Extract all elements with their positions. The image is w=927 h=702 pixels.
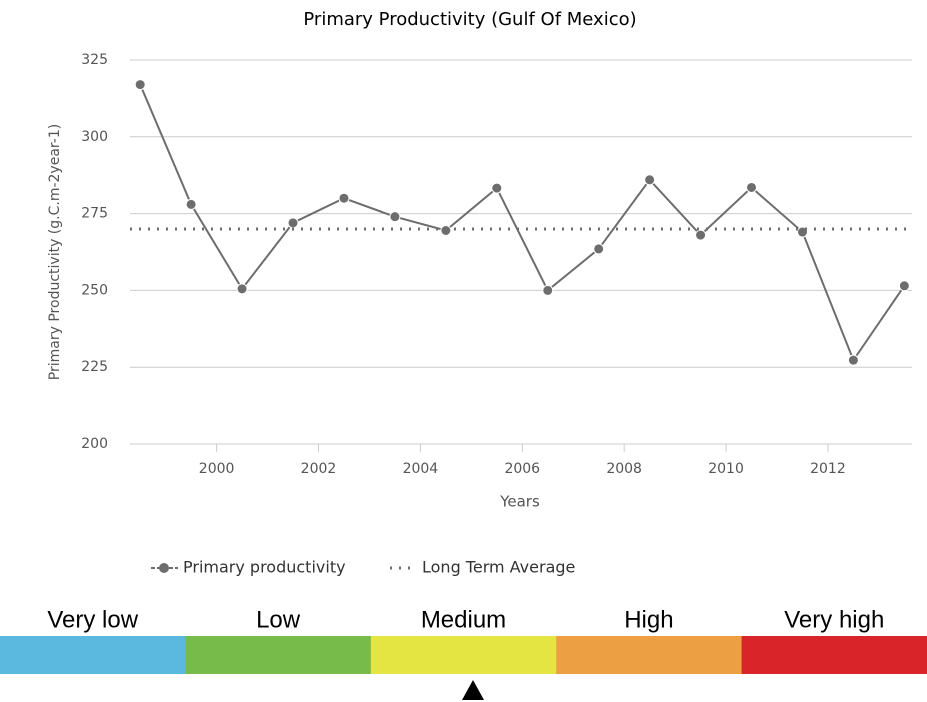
x-axis-label: Years xyxy=(499,493,540,511)
data-point xyxy=(898,280,910,292)
scale-label: Low xyxy=(256,606,301,633)
scale-label: Very high xyxy=(784,606,884,633)
scale-segment xyxy=(741,636,927,674)
x-tick-label: 2002 xyxy=(301,461,337,477)
data-point xyxy=(440,224,452,236)
scale-label: Very low xyxy=(47,606,138,633)
data-point xyxy=(695,229,707,241)
data-point xyxy=(796,226,808,238)
scale-segment xyxy=(556,636,743,674)
scale-segment xyxy=(370,636,557,674)
x-tick-label: 2010 xyxy=(708,461,744,477)
x-tick-label: 2012 xyxy=(810,461,846,477)
scale-label: Medium xyxy=(421,606,506,633)
data-point xyxy=(389,211,401,223)
data-point xyxy=(338,192,350,204)
data-point xyxy=(491,182,503,194)
data-point xyxy=(287,217,299,229)
data-point xyxy=(847,354,859,366)
data-point xyxy=(644,174,656,186)
y-tick-label: 200 xyxy=(81,436,108,452)
data-line xyxy=(139,84,906,363)
legend-label: Long Term Average xyxy=(422,558,575,577)
x-tick-label: 2008 xyxy=(606,461,642,477)
legend-symbol xyxy=(159,563,169,573)
y-tick-label: 250 xyxy=(81,282,108,298)
scale-segment xyxy=(0,636,186,674)
y-tick-label: 325 xyxy=(81,52,108,68)
data-point xyxy=(746,181,758,193)
legend-label: Primary productivity xyxy=(183,558,346,577)
x-tick-label: 2000 xyxy=(199,461,235,477)
y-tick-label: 300 xyxy=(81,129,108,145)
scale-segment xyxy=(185,636,372,674)
y-tick-label: 225 xyxy=(81,359,108,375)
y-axis-label: Primary Productivity (g.C.m-2year-1) xyxy=(47,124,63,380)
data-point xyxy=(134,79,146,91)
data-point xyxy=(236,283,248,295)
level-indicator xyxy=(462,680,484,700)
scale-label: High xyxy=(624,606,673,633)
data-point xyxy=(185,198,197,210)
x-tick-label: 2006 xyxy=(504,461,540,477)
chart-title: Primary Productivity (Gulf Of Mexico) xyxy=(303,9,636,30)
y-tick-label: 275 xyxy=(81,206,108,222)
data-point xyxy=(593,243,605,255)
data-point xyxy=(542,284,554,296)
x-tick-label: 2004 xyxy=(403,461,439,477)
